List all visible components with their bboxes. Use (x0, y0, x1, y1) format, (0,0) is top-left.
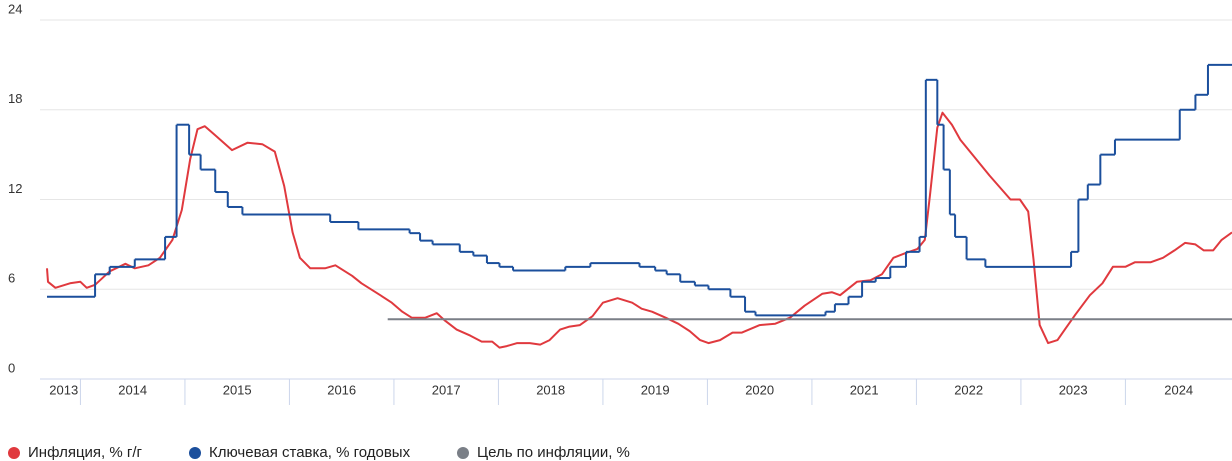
x-tick-label: 2015 (223, 382, 252, 397)
legend-marker (189, 447, 201, 459)
series-line (46, 111, 1232, 349)
legend-marker (8, 447, 20, 459)
legend-marker (457, 447, 469, 459)
y-tick-label: 18 (8, 91, 22, 106)
legend-label: Ключевая ставка, % годовых (209, 444, 411, 461)
x-tick-label: 2022 (954, 382, 983, 397)
x-tick-label: 2016 (327, 382, 356, 397)
y-tick-label: 12 (8, 181, 22, 196)
x-tick-label: 2013 (49, 382, 78, 397)
legend-label: Цель по инфляции, % (477, 444, 630, 461)
x-tick-label: 2023 (1059, 382, 1088, 397)
x-tick-label: 2020 (745, 382, 774, 397)
x-tick-label: 2017 (432, 382, 461, 397)
x-tick-label: 2024 (1164, 382, 1193, 397)
y-tick-label: 6 (8, 271, 15, 286)
y-tick-label: 24 (8, 1, 22, 16)
y-tick-label: 0 (8, 360, 15, 375)
x-tick-label: 2018 (536, 382, 565, 397)
x-tick-label: 2021 (850, 382, 879, 397)
x-tick-label: 2019 (641, 382, 670, 397)
legend-label: Инфляция, % г/г (28, 444, 143, 461)
x-tick-label: 2014 (118, 382, 147, 397)
